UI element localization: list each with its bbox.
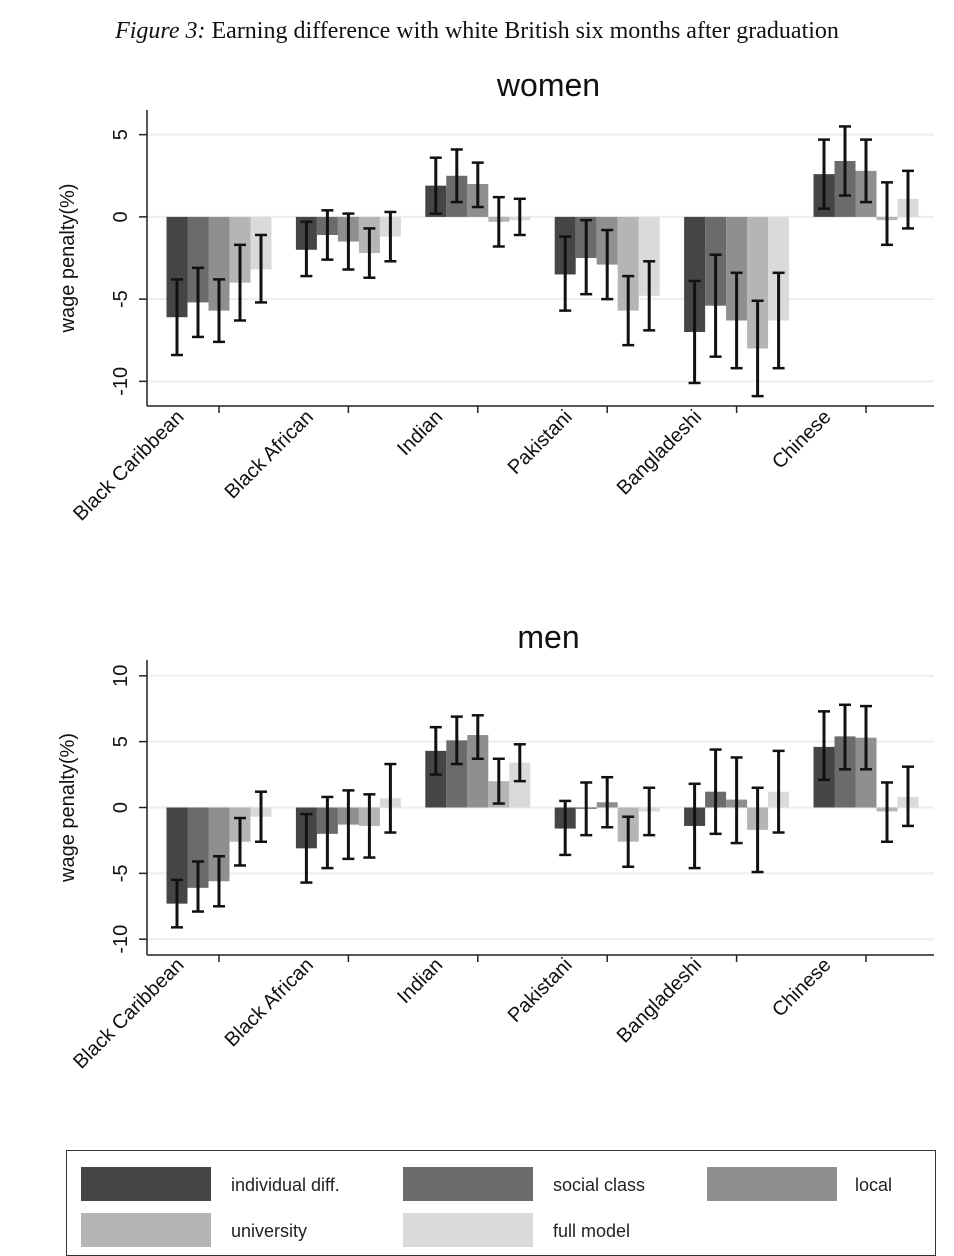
bar — [684, 216, 706, 332]
legend-label: university — [231, 1221, 308, 1241]
bar — [617, 216, 639, 311]
bar — [446, 740, 468, 808]
legend-label: social class — [553, 1175, 646, 1195]
x-tick-label: Black African — [221, 406, 318, 503]
x-tick-label: Indian — [393, 406, 447, 460]
bar — [726, 216, 748, 321]
y-tick-label: -10 — [110, 367, 132, 396]
y-axis-label: wage penalty(%) — [57, 733, 79, 883]
bar — [747, 216, 769, 349]
bar — [467, 735, 489, 808]
y-tick-label: 10 — [110, 665, 132, 687]
x-tick-label: Pakistani — [504, 406, 577, 479]
x-tick-label: Black African — [221, 954, 318, 1051]
y-tick-label: -5 — [110, 864, 132, 882]
y-tick-label: 5 — [110, 129, 132, 140]
legend-swatch — [403, 1167, 533, 1201]
legend-label: individual diff. — [231, 1175, 340, 1195]
chart-legend: individual diff. social class local univ… — [66, 1150, 936, 1256]
panel-title: men — [517, 619, 579, 655]
x-tick-label: Indian — [393, 954, 447, 1008]
panel-title: women — [496, 67, 600, 103]
y-axis-label: wage penalty(%) — [57, 184, 79, 334]
figure-title: Figure 3: Earning difference with white … — [0, 18, 954, 45]
bar — [855, 737, 877, 808]
x-tick-label: Chinese — [768, 954, 835, 1021]
bar — [834, 736, 856, 808]
x-tick-label: Black Caribbean — [69, 406, 188, 525]
y-tick-label: 0 — [110, 211, 132, 222]
x-tick-label: Pakistani — [504, 954, 577, 1027]
bar — [768, 216, 790, 321]
bar — [638, 216, 660, 296]
y-tick-label: -5 — [110, 290, 132, 308]
y-tick-label: -10 — [110, 925, 132, 954]
bar — [208, 807, 230, 882]
bar — [187, 807, 209, 888]
figure-caption: Earning difference with white British si… — [211, 18, 839, 44]
legend-swatch — [403, 1213, 533, 1247]
x-tick-label: Bangladeshi — [613, 406, 706, 499]
figure-label: Figure 3: — [115, 18, 206, 44]
bar — [187, 216, 209, 303]
legend-swatch — [81, 1213, 211, 1247]
legend-label: local — [855, 1175, 893, 1195]
x-tick-label: Black Caribbean — [69, 954, 188, 1073]
bar — [509, 762, 531, 808]
legend-swatch — [81, 1167, 211, 1201]
x-tick-label: Chinese — [768, 406, 835, 473]
x-tick-label: Bangladeshi — [613, 954, 706, 1047]
bar — [425, 750, 447, 808]
y-tick-label: 0 — [110, 802, 132, 813]
bar — [208, 216, 230, 311]
y-tick-label: 5 — [110, 736, 132, 747]
bar — [166, 216, 188, 318]
legend-label: full model — [553, 1221, 631, 1241]
legend-swatch — [707, 1167, 837, 1201]
